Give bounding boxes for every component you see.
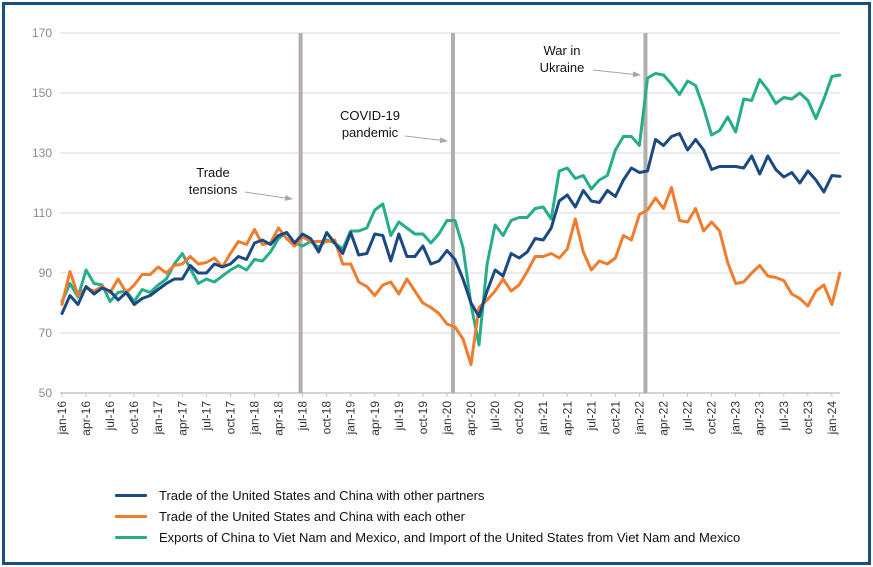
x-tick-label: apr-22 (657, 401, 671, 436)
legend-swatch-orange (115, 515, 147, 518)
y-tick-label: 170 (32, 26, 52, 40)
x-tick-label: jul-23 (777, 401, 791, 432)
x-tick-label: oct-23 (801, 401, 815, 435)
x-tick-label: jul-21 (584, 401, 598, 432)
x-tick-label: jul-18 (296, 401, 310, 432)
legend-swatch-blue (115, 494, 147, 497)
event-annotation: COVID-19 (340, 108, 400, 123)
x-tick-label: jan-24 (825, 401, 839, 436)
y-tick-label: 70 (39, 326, 53, 340)
x-tick-label: apr-17 (175, 401, 189, 436)
legend-label: Trade of the United States and China wit… (159, 509, 465, 524)
annotation-arrow (404, 135, 448, 144)
x-tick-label: jan-17 (151, 401, 165, 436)
x-tick-label: apr-21 (560, 401, 574, 436)
x-tick-label: jan-23 (729, 401, 743, 436)
legend: Trade of the United States and China wit… (115, 485, 740, 548)
x-tick-label: oct-16 (127, 401, 141, 435)
x-tick-label: oct-18 (320, 401, 334, 435)
event-markers: Trade tensions COVID-19 pandemic War in Ukrai… (189, 33, 648, 393)
x-tick-label: jul-20 (488, 401, 502, 432)
series-line-2 (60, 72, 842, 347)
legend-label: Trade of the United States and China wit… (159, 488, 485, 503)
y-tick-label: 130 (32, 146, 52, 160)
legend-item-each-other: Trade of the United States and China wit… (115, 506, 740, 527)
legend-item-other-partners: Trade of the United States and China wit… (115, 485, 740, 506)
event-annotation: tensions (189, 182, 238, 197)
event-annotation: Trade (196, 165, 229, 180)
series-lines (60, 72, 842, 366)
x-tick-label: jul-22 (681, 401, 695, 432)
x-tick-label: oct-17 (223, 401, 237, 435)
x-tick-label: jul-19 (392, 401, 406, 432)
legend-swatch-green (115, 536, 147, 539)
x-tick-label: jan-18 (247, 401, 261, 436)
x-tick-label: apr-16 (79, 401, 93, 436)
x-tick-label: jul-17 (199, 401, 213, 432)
x-tick-label: oct-19 (416, 401, 430, 435)
x-tick-label: apr-23 (753, 401, 767, 436)
x-tick-label: jul-16 (103, 401, 117, 432)
x-tick-label: oct-21 (608, 401, 622, 435)
event-annotation: War in (543, 43, 580, 58)
y-tick-label: 50 (39, 386, 53, 400)
x-tick-label: oct-20 (512, 401, 526, 435)
series-line-0 (60, 132, 842, 318)
x-tick-label: jan-16 (55, 401, 69, 436)
x-tick-label: apr-20 (464, 401, 478, 436)
x-tick-label: apr-19 (368, 401, 382, 436)
y-tick-label: 110 (33, 206, 52, 220)
x-tick-label: apr-18 (272, 401, 286, 436)
x-tick-label: jan-22 (632, 401, 646, 436)
series-line-1 (60, 186, 842, 366)
event-annotation: pandemic (342, 125, 399, 140)
x-tick-label: jan-20 (440, 401, 454, 436)
event-annotation: Ukraine (540, 60, 585, 75)
gridlines (60, 32, 840, 394)
annotation-arrow (244, 191, 293, 201)
y-tick-label: 90 (39, 266, 53, 280)
legend-label: Exports of China to Viet Nam and Mexico,… (159, 530, 741, 545)
legend-item-vietnam-mexico: Exports of China to Viet Nam and Mexico,… (115, 527, 740, 548)
y-axis-labels: 50 70 90 110 130 150 170 (32, 26, 52, 400)
x-axis: jan-16 apr-16 jul-16 oct-16 jan-17 apr-17 jul-… (55, 393, 839, 436)
x-tick-label: oct-22 (705, 401, 719, 435)
annotation-arrow (592, 69, 641, 78)
y-tick-label: 150 (32, 86, 52, 100)
x-tick-label: jan-19 (344, 401, 358, 436)
x-tick-label: jan-21 (536, 401, 550, 436)
